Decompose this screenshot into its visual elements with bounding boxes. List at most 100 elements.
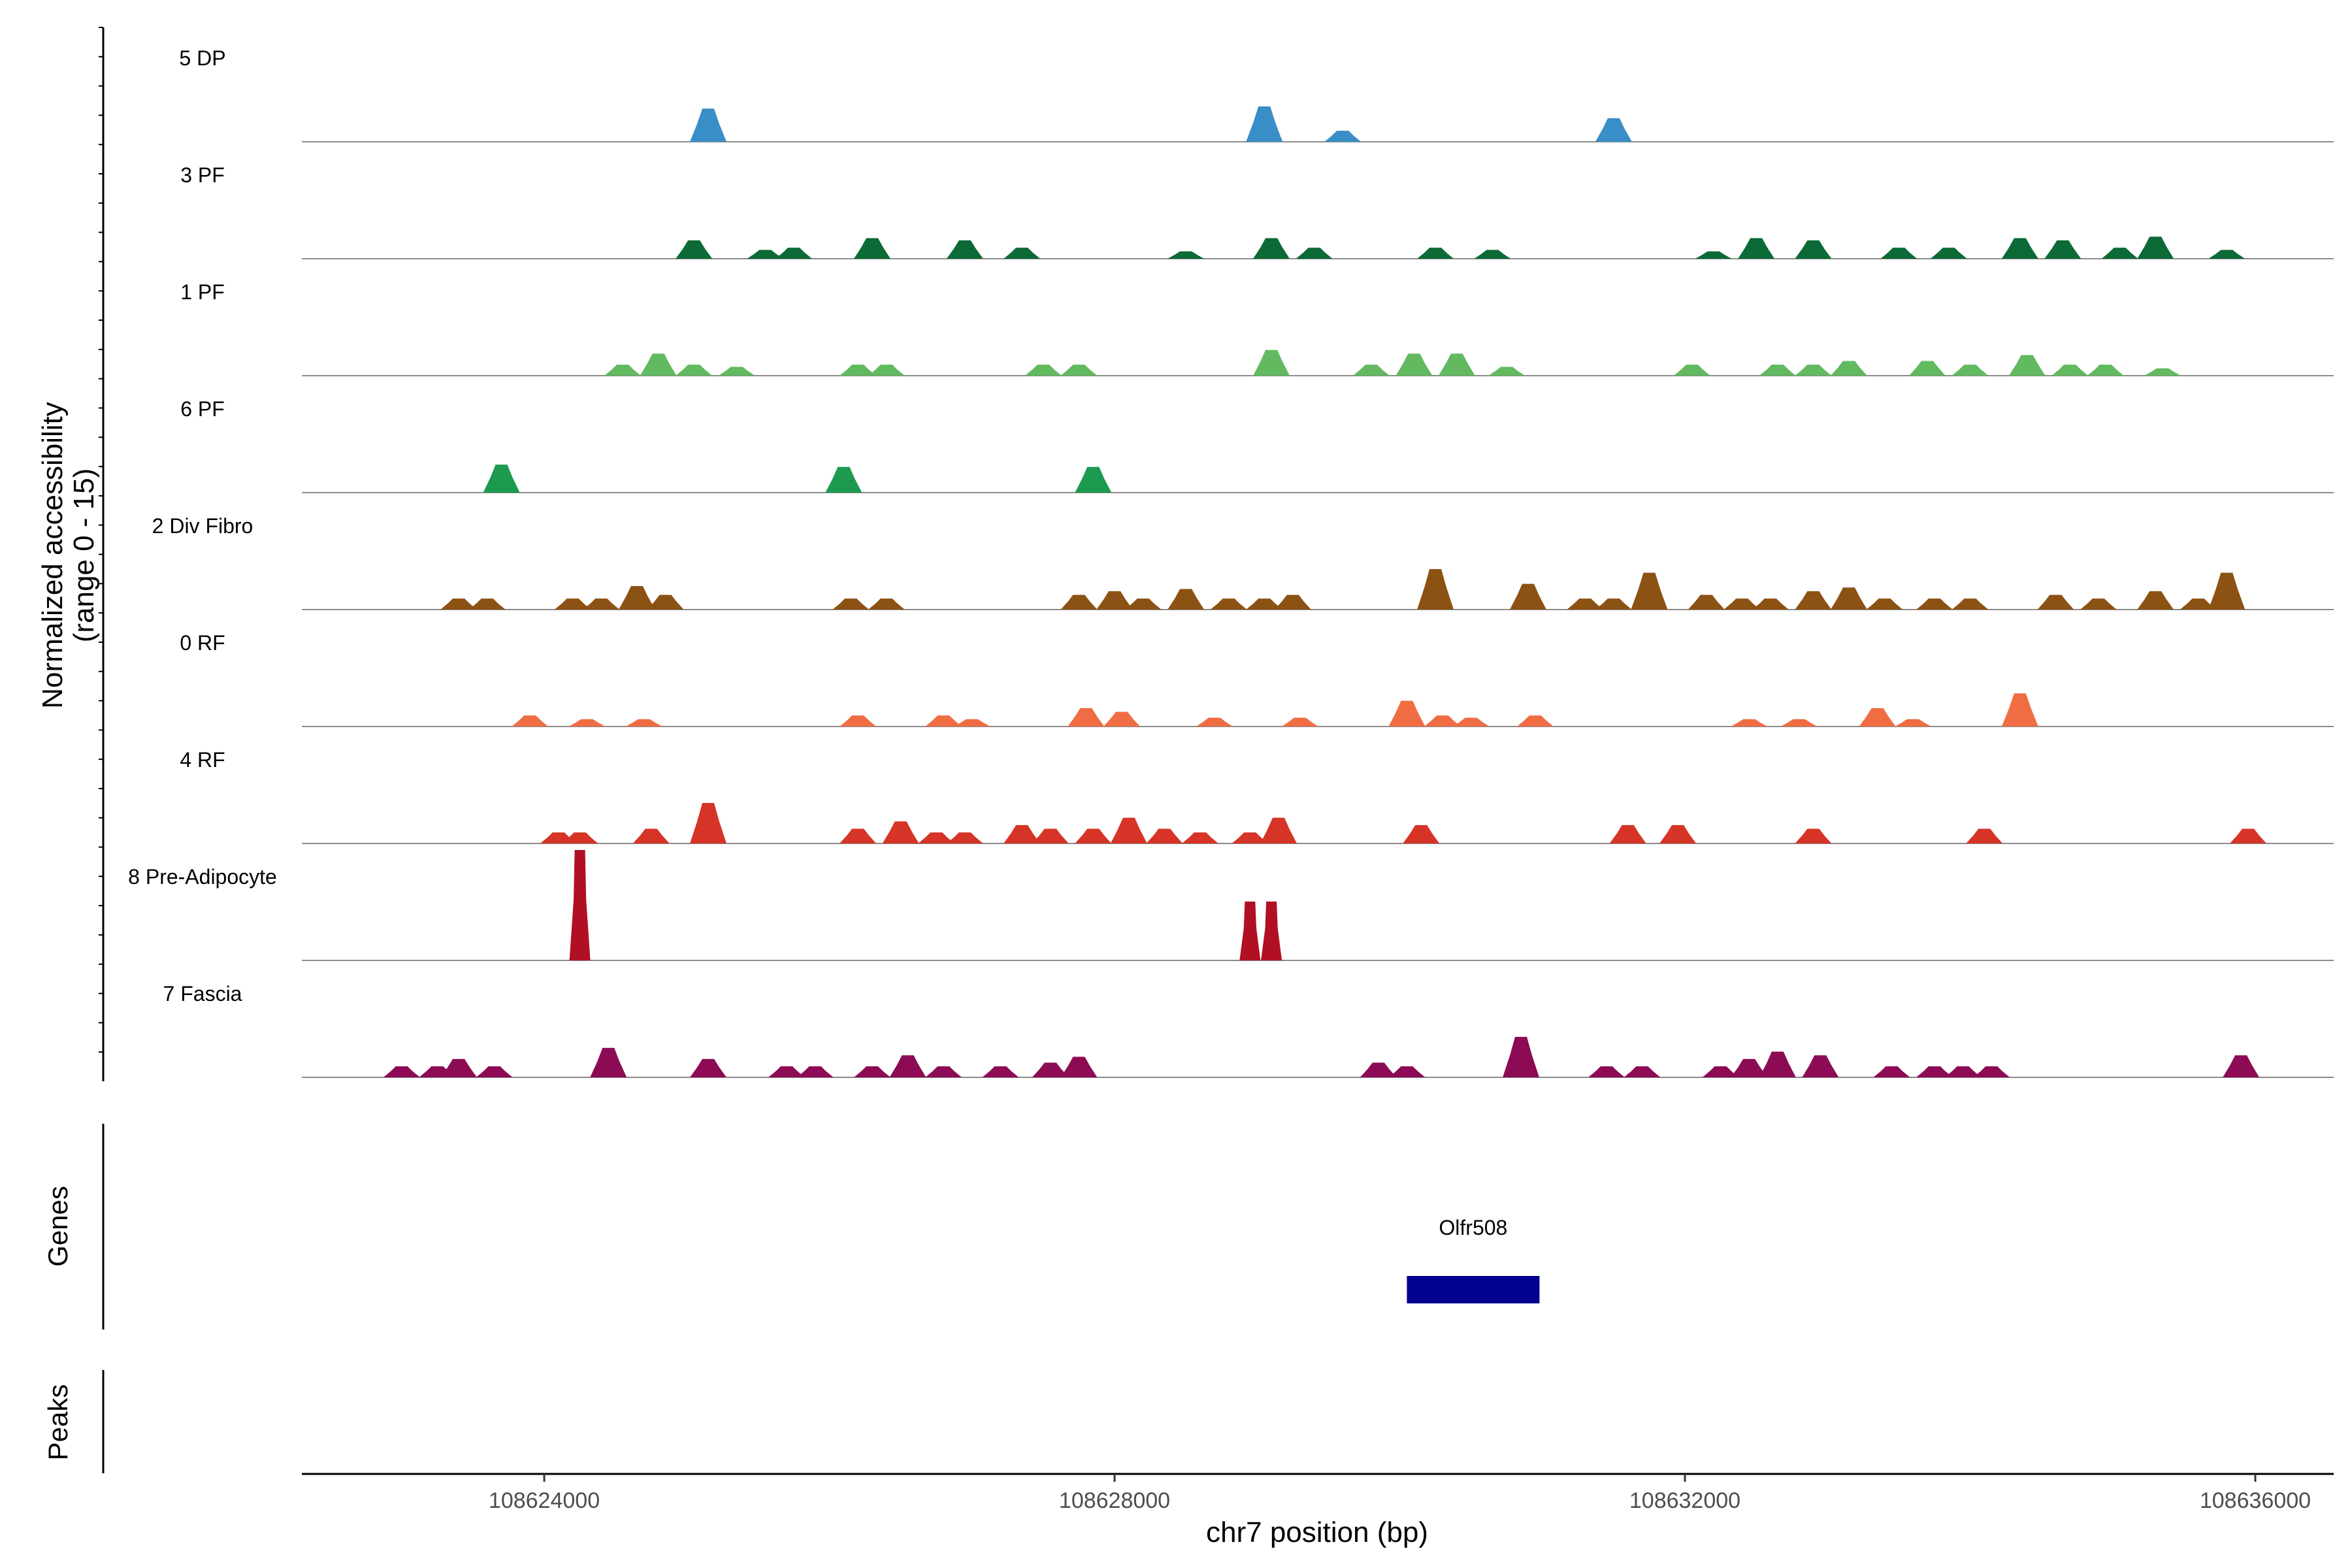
coverage-peak <box>1032 828 1069 843</box>
coverage-peak <box>1688 595 1725 610</box>
coverage-peak <box>1246 106 1283 142</box>
coverage-peak <box>2044 240 2082 259</box>
gene-body <box>1407 1276 1540 1303</box>
coverage-peak <box>1702 1066 1739 1077</box>
coverage-peak <box>640 353 677 376</box>
coverage-peak <box>1795 240 1832 259</box>
coverage-peak <box>1004 248 1041 259</box>
coverage-peak <box>1795 591 1832 610</box>
coverage-peak <box>840 715 877 727</box>
coverage-peak <box>590 1047 627 1077</box>
track-label: 8 Pre-Adipocyte <box>128 865 277 889</box>
track-label: 5 DP <box>179 46 225 70</box>
peaks-panel-title: Peaks <box>42 1384 73 1461</box>
coverage-peak <box>1396 353 1433 376</box>
gene-label: Olfr508 <box>1439 1216 1507 1239</box>
coverage-peak <box>868 598 905 610</box>
coverage-peak <box>690 1058 727 1077</box>
coverage-peak <box>1795 365 1832 376</box>
coverage-peak <box>2051 365 2089 376</box>
coverage-peak <box>1210 598 1247 610</box>
coverage-peak <box>1488 367 1526 376</box>
coverage-peak <box>1930 248 1967 259</box>
coverage-peak <box>1096 591 1133 610</box>
coverage-peak <box>1260 817 1297 843</box>
coverage-peak <box>1859 708 1896 727</box>
coverage-peak <box>1952 365 1989 376</box>
coverage-peak <box>1068 708 1105 727</box>
coverage-peak <box>690 108 727 142</box>
coverage-peak <box>2037 595 2074 610</box>
coverage-peak <box>918 832 955 843</box>
coverage-peak <box>1516 715 1554 727</box>
track-label: 3 PF <box>180 163 225 187</box>
y-axis-title: Normalized accessibility(range 0 - 15) <box>37 402 100 708</box>
coverage-peak <box>1731 1058 1768 1077</box>
coverage-peak <box>840 365 877 376</box>
coverage-peak <box>1075 828 1112 843</box>
coverage-peak <box>1388 1066 1426 1077</box>
coverage-peak <box>1895 719 1932 727</box>
coverage-peak <box>1352 365 1390 376</box>
coverage-peak <box>1403 825 1440 843</box>
coverage-peak <box>1103 711 1140 727</box>
coverage-peak <box>1417 248 1454 259</box>
coverage-peak <box>1246 598 1283 610</box>
coverage-peak <box>383 1066 420 1077</box>
coverage-peak <box>1060 1056 1098 1077</box>
track-2-div-fibro: 2 Div Fibro <box>152 514 2334 610</box>
coverage-peak <box>1624 1066 1661 1077</box>
x-tick-label: 108628000 <box>1059 1488 1170 1513</box>
track-3-pf: 3 PF <box>180 163 2334 259</box>
coverage-peak <box>1673 365 1710 376</box>
coverage-peak <box>882 821 919 843</box>
coverage-peak <box>2230 828 2267 843</box>
coverage-peak <box>1168 251 1205 259</box>
coverage-peak <box>1659 825 1697 843</box>
coverage-peak <box>1723 598 1761 610</box>
track-label: 7 Fascia <box>163 982 242 1005</box>
coverage-peak <box>1261 901 1282 960</box>
x-tick-label: 108624000 <box>489 1488 600 1513</box>
coverage-peak <box>554 598 591 610</box>
coverage-peak <box>483 465 520 493</box>
coverage-peak <box>561 832 598 843</box>
coverage-peak <box>1873 1066 1910 1077</box>
coverage-peak <box>953 719 990 727</box>
coverage-peak <box>982 1066 1019 1077</box>
coverage-peak <box>468 598 506 610</box>
coverage-peak <box>1424 715 1461 727</box>
coverage-peak <box>2001 238 2038 259</box>
coverage-peak <box>889 1055 926 1077</box>
coverage-peak <box>1417 569 1454 610</box>
coverage-peak <box>1024 365 1062 376</box>
coverage-peak <box>1752 598 1789 610</box>
coverage-peak <box>1588 1066 1625 1077</box>
coverage-peak <box>840 828 877 843</box>
track-4-rf: 4 RF <box>180 748 2334 844</box>
coverage-peak <box>1567 598 1604 610</box>
coverage-peak <box>1239 901 1261 960</box>
coverage-peak <box>2008 355 2046 376</box>
coverage-peak <box>676 240 713 259</box>
track-5-dp: 5 DP <box>179 46 2334 142</box>
coverage-peak <box>1909 361 1946 376</box>
genes-panel: Genes Olfr508 <box>42 1124 1540 1330</box>
track-6-pf: 6 PF <box>180 397 2334 493</box>
coverage-peak <box>569 850 591 960</box>
coverage-peak <box>1452 717 1490 727</box>
coverage-peak <box>1795 828 1832 843</box>
track-8-pre-adipocyte: 8 Pre-Adipocyte <box>128 850 2334 961</box>
coverage-peak <box>2137 237 2174 259</box>
coverage-peak <box>946 832 983 843</box>
x-tick-label: 108632000 <box>1629 1488 1740 1513</box>
track-label: 4 RF <box>180 748 225 772</box>
coverage-peak <box>925 1066 962 1077</box>
coverage-peak <box>1944 1066 1982 1077</box>
track-1-pf: 1 PF <box>180 280 2334 376</box>
coverage-peak <box>647 595 684 610</box>
track-label: 2 Div Fibro <box>152 514 253 538</box>
coverage-peak <box>868 365 905 376</box>
coverage-peak <box>1232 832 1269 843</box>
